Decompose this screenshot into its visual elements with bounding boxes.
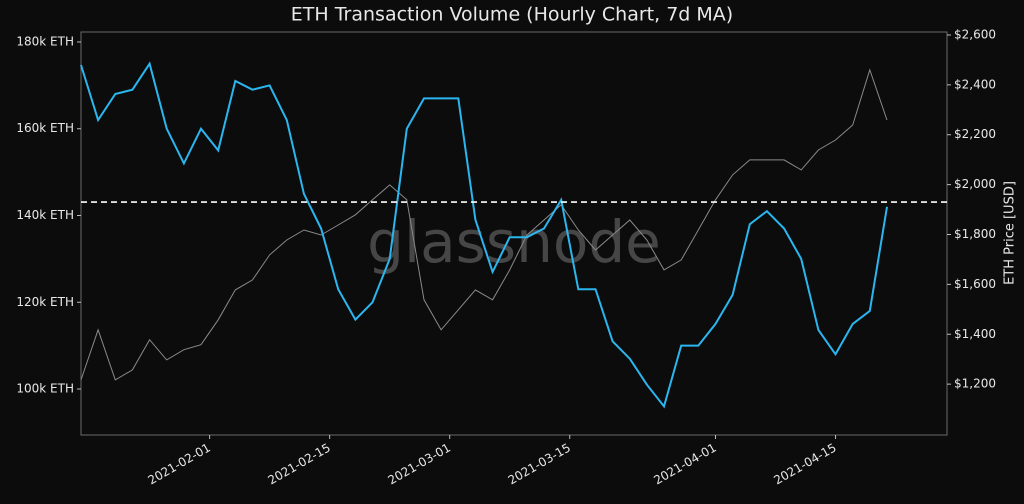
y2-tick-label: $2,200 — [954, 127, 996, 141]
y-tick-label: 180k ETH — [16, 34, 74, 48]
y-tick-label: 160k ETH — [16, 121, 74, 135]
series-line — [80, 61, 888, 409]
series-line — [80, 68, 888, 381]
y-tick-label: 140k ETH — [16, 208, 74, 222]
y2-tick-label: $1,800 — [954, 227, 996, 241]
y-tick-label: 120k ETH — [16, 295, 74, 309]
y2-tick-label: $2,400 — [954, 77, 996, 91]
y-tick-label: 100k ETH — [16, 382, 74, 396]
y2-tick-label: $2,600 — [954, 27, 996, 41]
plot-frame — [80, 31, 948, 436]
y2-tick-label: $2,000 — [954, 177, 996, 191]
y2-axis-label: ETH Price [USD] — [1003, 181, 1018, 285]
y2-tick-label: $1,200 — [954, 377, 996, 391]
y2-tick-label: $1,600 — [954, 277, 996, 291]
chart-title: ETH Transaction Volume (Hourly Chart, 7d… — [291, 4, 733, 26]
watermark: glassnode — [367, 208, 661, 276]
y2-tick-label: $1,400 — [954, 327, 996, 341]
